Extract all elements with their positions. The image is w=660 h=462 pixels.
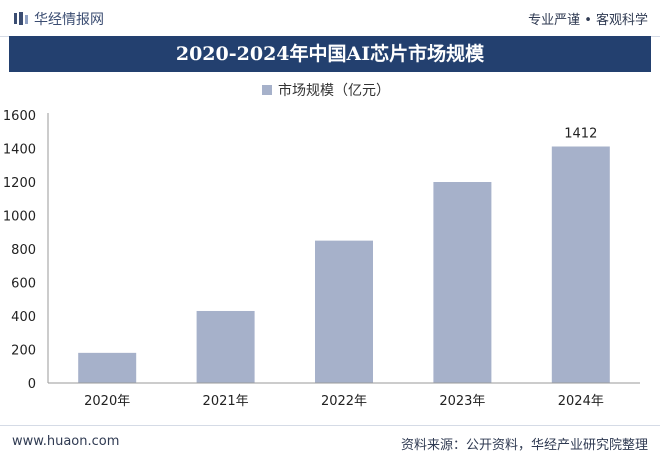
y-tick-label: 800 xyxy=(11,243,36,258)
footer: www.huaon.com 资料来源：公开资料，华经产业研究院整理 xyxy=(0,425,660,462)
y-tick-label: 0 xyxy=(28,377,36,392)
x-tick-label: 2021年 xyxy=(203,394,249,409)
bar xyxy=(78,352,137,383)
data-label: 1412 xyxy=(564,126,597,141)
x-tick-label: 2022年 xyxy=(321,394,367,409)
bar xyxy=(551,146,610,383)
footer-website: www.huaon.com xyxy=(12,434,120,449)
footer-source: 资料来源：公开资料，华经产业研究院整理 xyxy=(400,438,648,453)
legend-swatch xyxy=(262,85,272,95)
chart-title: 2020-2024年中国AI芯片市场规模 xyxy=(9,36,651,72)
logo-text: 华经情报网 xyxy=(34,12,104,28)
bar xyxy=(196,310,255,383)
y-tick-label: 400 xyxy=(11,310,36,325)
top-bar: 华经情报网 专业严谨 • 客观科学 xyxy=(0,0,660,37)
y-tick-label: 1000 xyxy=(3,210,36,225)
x-tick-label: 2024年 xyxy=(558,394,604,409)
bar xyxy=(433,182,492,383)
x-tick-label: 2023年 xyxy=(439,394,485,409)
bar-chart: 市场规模（亿元） 0 200 400 600 800 1000 1200 1400 1600 202… xyxy=(3,82,640,409)
bar xyxy=(315,240,373,383)
y-tick-label: 600 xyxy=(11,277,36,292)
x-tick-label: 2020年 xyxy=(84,394,130,409)
y-tick-label: 1600 xyxy=(3,109,36,124)
legend-label: 市场规模（亿元） xyxy=(278,82,390,99)
logo-icon xyxy=(14,12,28,25)
y-tick-label: 1200 xyxy=(3,176,36,191)
tagline: 专业严谨 • 客观科学 xyxy=(528,13,648,28)
y-tick-label: 200 xyxy=(11,344,36,359)
y-tick-label: 1400 xyxy=(3,143,36,158)
